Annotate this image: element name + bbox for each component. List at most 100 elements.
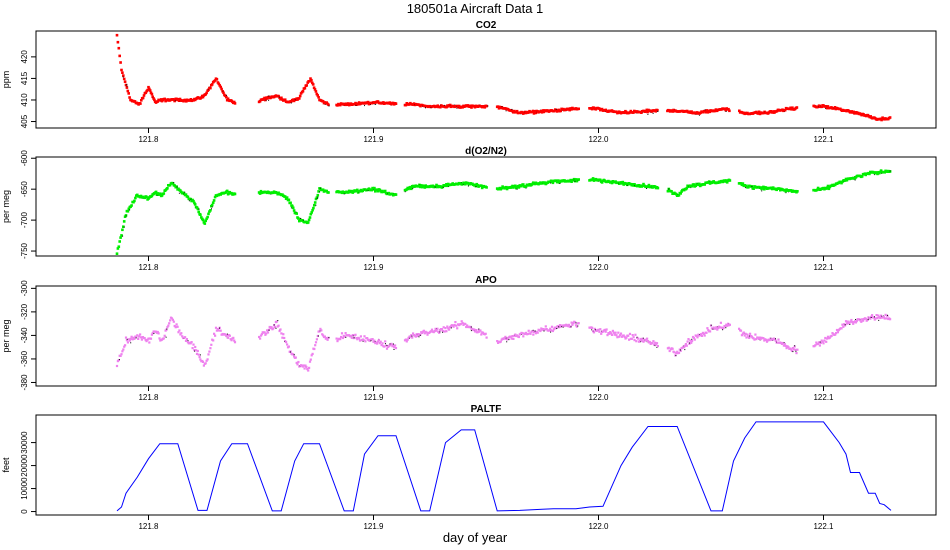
data-point [598, 330, 601, 333]
data-point [700, 334, 704, 337]
data-point [118, 240, 121, 243]
data-point [505, 337, 507, 339]
x-tick-label: 121.9 [363, 263, 384, 272]
data-point [224, 333, 227, 336]
data-point [825, 186, 829, 189]
data-point [439, 105, 442, 109]
data-point [634, 333, 637, 336]
data-point [642, 340, 645, 343]
data-point [327, 191, 330, 194]
data-point [552, 328, 555, 331]
data-point [577, 325, 579, 327]
data-point [317, 196, 319, 198]
data-point [290, 102, 292, 104]
data-point [448, 328, 451, 331]
data-point [336, 340, 339, 343]
data-point [349, 335, 353, 338]
data-point [842, 325, 845, 328]
data-point [210, 343, 213, 346]
data-point [174, 100, 176, 102]
data-point [817, 342, 820, 345]
data-point [218, 84, 221, 87]
data-point [290, 207, 292, 209]
data-point [621, 180, 625, 184]
data-point [825, 340, 828, 343]
data-point [796, 190, 799, 193]
data-point [684, 343, 687, 346]
data-point [421, 331, 424, 334]
data-point [263, 331, 266, 334]
data-point [819, 341, 821, 343]
data-point [878, 319, 880, 321]
data-point [351, 334, 354, 337]
data-point [384, 343, 386, 345]
data-point [307, 218, 311, 222]
data-point [783, 342, 785, 344]
data-point [321, 100, 325, 103]
data-point [216, 328, 219, 331]
data-point [119, 354, 122, 357]
x-tick-label: 122.0 [588, 135, 609, 144]
data-point [815, 188, 819, 192]
data-point [774, 339, 777, 342]
data-point [199, 213, 202, 216]
data-point [880, 118, 883, 122]
data-point [305, 84, 308, 87]
data-point [404, 338, 407, 341]
data-point [724, 108, 728, 112]
data-point [826, 337, 829, 340]
data-point [213, 79, 217, 82]
data-point [233, 339, 236, 342]
x-tick-label: 122.0 [588, 522, 609, 531]
data-point [206, 358, 209, 361]
data-point [277, 94, 280, 98]
data-point [751, 186, 753, 188]
data-point [826, 335, 830, 338]
data-point [445, 330, 448, 333]
data-point [187, 340, 189, 342]
data-point [217, 82, 221, 86]
data-point [789, 106, 792, 110]
data-point [281, 336, 284, 339]
data-point [315, 338, 318, 341]
data-point [785, 347, 788, 350]
data-point [728, 179, 732, 182]
data-point [225, 189, 229, 193]
data-point [566, 325, 570, 328]
data-point [207, 353, 210, 356]
data-point [120, 68, 123, 72]
data-point [317, 335, 319, 337]
data-point [310, 211, 313, 214]
x-tick-label: 122.0 [588, 393, 609, 402]
data-point [411, 336, 414, 339]
data-point [833, 106, 837, 109]
data-point [628, 332, 632, 335]
data-point [487, 105, 489, 107]
data-point [783, 108, 787, 112]
data-point [154, 190, 158, 194]
data-point [591, 326, 594, 329]
data-point [505, 185, 508, 189]
data-point [461, 321, 464, 325]
data-point [574, 324, 578, 327]
data-point [691, 338, 693, 340]
y-tick-label: -750 [20, 242, 29, 259]
data-point [147, 85, 150, 89]
data-point [474, 329, 477, 332]
data-point [593, 327, 596, 330]
data-point [280, 332, 283, 335]
data-point [409, 337, 411, 339]
data-point [358, 337, 361, 340]
data-point [691, 340, 694, 343]
data-point [378, 342, 381, 345]
data-point [417, 185, 420, 188]
data-point [670, 190, 673, 193]
data-point [124, 344, 127, 347]
data-point [322, 334, 325, 337]
data-point [358, 339, 362, 342]
data-point [706, 327, 709, 330]
x-tick-label: 121.8 [138, 135, 159, 144]
data-point [116, 40, 120, 44]
data-point [859, 319, 862, 322]
data-point [840, 327, 843, 330]
